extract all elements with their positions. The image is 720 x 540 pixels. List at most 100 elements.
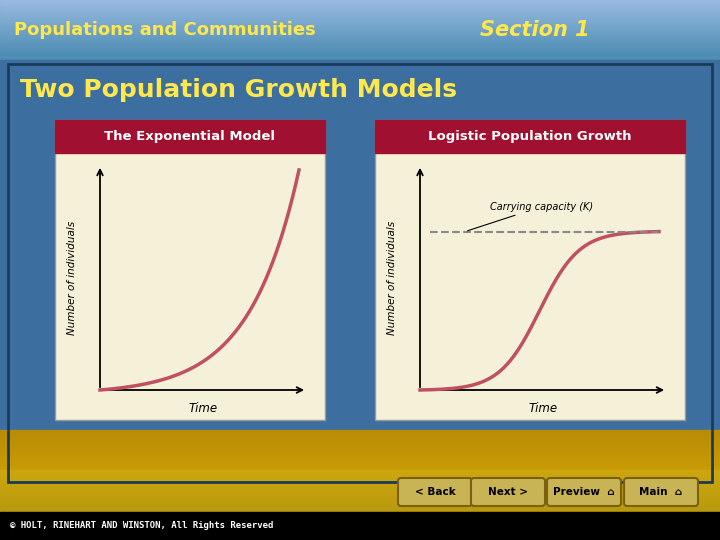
FancyBboxPatch shape — [624, 478, 698, 506]
Bar — [0, 33, 720, 34]
Bar — [0, 39, 720, 40]
Bar — [0, 497, 720, 498]
Bar — [0, 48, 720, 49]
Bar — [0, 30, 720, 31]
Bar — [0, 25, 720, 26]
Bar — [0, 14, 720, 15]
Bar — [0, 451, 720, 452]
Bar — [0, 502, 720, 503]
Bar — [0, 0, 720, 1]
Bar — [0, 486, 720, 487]
Bar — [0, 37, 720, 38]
Bar — [0, 15, 720, 16]
Bar — [0, 15, 720, 16]
Bar — [0, 475, 720, 476]
Bar — [0, 52, 720, 53]
Bar — [0, 26, 720, 27]
Bar — [0, 446, 720, 447]
Bar — [0, 480, 720, 481]
Bar — [0, 488, 720, 489]
Bar — [0, 473, 720, 474]
Bar — [0, 16, 720, 17]
Bar — [0, 453, 720, 454]
Bar — [0, 489, 720, 490]
Bar — [0, 484, 720, 485]
Bar — [0, 454, 720, 455]
Bar — [0, 36, 720, 37]
Bar — [0, 481, 720, 482]
Bar — [0, 481, 720, 482]
Bar — [0, 28, 720, 29]
Bar — [0, 463, 720, 464]
Bar — [0, 27, 720, 28]
Bar — [0, 505, 720, 506]
Bar — [0, 449, 720, 450]
Bar — [55, 120, 325, 153]
Bar — [0, 431, 720, 432]
Text: Section 1: Section 1 — [480, 20, 590, 40]
Bar — [0, 478, 720, 479]
Bar — [0, 18, 720, 19]
Bar — [0, 476, 720, 477]
Bar — [0, 13, 720, 14]
Bar — [0, 4, 720, 5]
Bar — [0, 49, 720, 50]
Bar — [0, 25, 720, 26]
Bar — [0, 21, 720, 22]
Bar — [0, 487, 720, 488]
Bar — [0, 14, 720, 15]
Bar — [0, 438, 720, 439]
Bar — [0, 470, 720, 471]
Bar — [0, 7, 720, 8]
Bar — [0, 479, 720, 480]
Bar — [0, 52, 720, 53]
Bar — [0, 45, 720, 46]
Text: Carrying capacity (K): Carrying capacity (K) — [467, 201, 593, 231]
FancyBboxPatch shape — [471, 478, 545, 506]
Bar — [0, 474, 720, 475]
Bar — [0, 23, 720, 24]
Bar — [0, 501, 720, 502]
Bar — [0, 482, 720, 483]
Bar — [0, 59, 720, 60]
Bar — [0, 499, 720, 500]
Bar — [0, 482, 720, 483]
Bar — [0, 432, 720, 433]
Bar — [0, 26, 720, 27]
Bar — [0, 509, 720, 510]
Bar — [0, 5, 720, 6]
Bar — [0, 477, 720, 478]
Bar — [0, 32, 720, 33]
Bar — [0, 42, 720, 43]
Bar — [0, 452, 720, 453]
Bar — [0, 40, 720, 41]
Bar — [0, 31, 720, 32]
Bar — [0, 46, 720, 47]
Bar — [0, 54, 720, 55]
Text: The Exponential Model: The Exponential Model — [104, 130, 276, 143]
Bar — [0, 53, 720, 54]
Bar — [0, 35, 720, 36]
Bar — [0, 510, 720, 511]
Bar — [0, 460, 720, 461]
Bar — [0, 42, 720, 43]
Bar — [0, 483, 720, 484]
Bar — [0, 0, 720, 1]
Bar — [0, 461, 720, 462]
Text: Logistic Population Growth: Logistic Population Growth — [428, 130, 631, 143]
Bar — [0, 447, 720, 448]
Bar — [0, 8, 720, 9]
Text: Two Population Growth Models: Two Population Growth Models — [20, 78, 457, 102]
Bar — [0, 465, 720, 466]
Bar — [0, 33, 720, 34]
Bar — [0, 3, 720, 4]
Bar — [0, 54, 720, 55]
Bar — [0, 38, 720, 39]
Bar — [0, 439, 720, 440]
Text: Main  ⌂: Main ⌂ — [639, 487, 683, 497]
Bar — [0, 472, 720, 473]
Bar — [0, 13, 720, 14]
Bar — [0, 28, 720, 29]
Bar — [0, 1, 720, 2]
Bar — [0, 440, 720, 441]
